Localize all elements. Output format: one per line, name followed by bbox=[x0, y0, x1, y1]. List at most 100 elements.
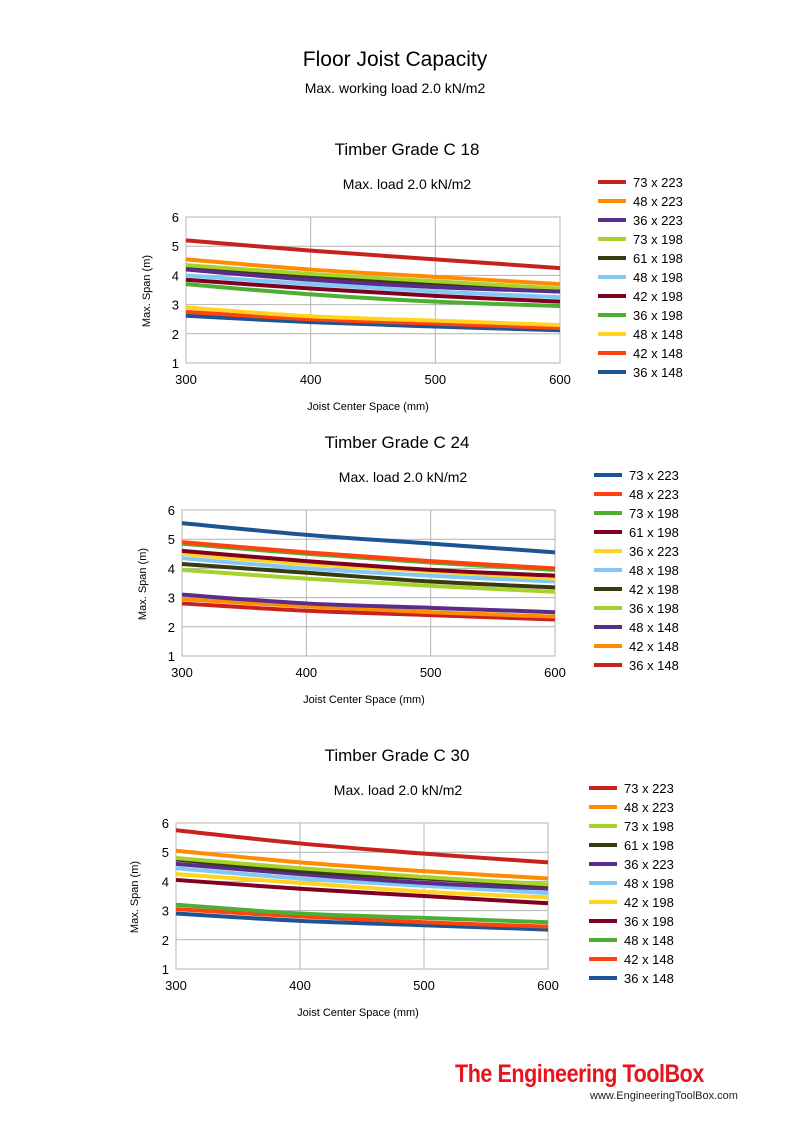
y-tick-label: 4 bbox=[168, 561, 175, 576]
series-line bbox=[185, 313, 561, 333]
chart-c18: Timber Grade C 18 Max. load 2.0 kN/m2 1 2 3 4… bbox=[141, 140, 683, 413]
legend-label: 42 x 198 bbox=[624, 895, 674, 910]
series-line bbox=[185, 305, 561, 328]
y-tick-label: 6 bbox=[162, 816, 169, 831]
y-axis-label: Max. Span (m) bbox=[137, 548, 149, 620]
legend-label: 36 x 148 bbox=[633, 365, 683, 380]
y-tick-label: 5 bbox=[172, 239, 179, 254]
legend-label: 61 x 198 bbox=[624, 838, 674, 853]
y-tick-label: 5 bbox=[168, 532, 175, 547]
chart-subtitle: Max. load 2.0 kN/m2 bbox=[343, 176, 472, 192]
series-line bbox=[181, 556, 556, 584]
series-line bbox=[185, 273, 561, 300]
series-line bbox=[185, 238, 561, 271]
series-line bbox=[175, 856, 549, 887]
x-tick-label: 400 bbox=[295, 665, 317, 680]
y-tick-label: 6 bbox=[168, 503, 175, 518]
legend-label: 73 x 198 bbox=[633, 232, 683, 247]
plot-area bbox=[181, 509, 556, 657]
legend-label: 48 x 223 bbox=[633, 194, 683, 209]
series-line bbox=[175, 828, 549, 865]
y-tick-label: 4 bbox=[172, 268, 179, 283]
chart-title: Timber Grade C 30 bbox=[325, 746, 470, 765]
y-tick-label: 2 bbox=[162, 933, 169, 948]
legend-label: 42 x 148 bbox=[633, 346, 683, 361]
series-line bbox=[185, 309, 561, 330]
series-line bbox=[181, 521, 556, 555]
legend-label: 36 x 148 bbox=[629, 658, 679, 673]
series-line bbox=[185, 263, 561, 291]
legend-label: 36 x 148 bbox=[624, 971, 674, 986]
x-tick-label: 300 bbox=[175, 372, 197, 387]
series-line bbox=[181, 551, 556, 581]
series-line bbox=[175, 872, 549, 900]
legend-label: 48 x 198 bbox=[633, 270, 683, 285]
chart-c24: Timber Grade C 24 Max. load 2.0 kN/m2 1 2 3 4… bbox=[137, 433, 679, 706]
series-line bbox=[175, 902, 549, 925]
series-line bbox=[175, 907, 549, 929]
x-tick-label: 600 bbox=[549, 372, 571, 387]
x-tick-label: 600 bbox=[537, 978, 559, 993]
x-axis-label: Joist Center Space (mm) bbox=[307, 401, 429, 413]
legend-label: 36 x 223 bbox=[629, 544, 679, 559]
series-line bbox=[181, 540, 556, 571]
x-tick-label: 500 bbox=[420, 665, 442, 680]
y-axis-label: Max. Span (m) bbox=[129, 861, 141, 933]
legend-label: 48 x 223 bbox=[624, 800, 674, 815]
y-tick-label: 6 bbox=[172, 210, 179, 225]
series-line bbox=[181, 548, 556, 578]
legend-label: 61 x 198 bbox=[633, 251, 683, 266]
legend-label: 36 x 198 bbox=[633, 308, 683, 323]
series-line bbox=[175, 861, 549, 891]
legend-label: 48 x 198 bbox=[629, 563, 679, 578]
y-tick-label: 2 bbox=[168, 620, 175, 635]
chart-c30: Timber Grade C 30 Max. load 2.0 kN/m2 1 2 3 4… bbox=[129, 746, 674, 1019]
footer-url[interactable]: www.EngineeringToolBox.com bbox=[590, 1090, 738, 1102]
page-title: Floor Joist Capacity bbox=[302, 48, 488, 71]
y-tick-label: 1 bbox=[162, 962, 169, 977]
legend-label: 36 x 223 bbox=[633, 213, 683, 228]
x-tick-label: 300 bbox=[171, 665, 193, 680]
x-tick-label: 400 bbox=[289, 978, 311, 993]
series-line bbox=[175, 911, 549, 932]
chart-title: Timber Grade C 18 bbox=[335, 140, 480, 159]
legend-label: 48 x 148 bbox=[624, 933, 674, 948]
series-line bbox=[175, 866, 549, 896]
series-line bbox=[181, 601, 556, 622]
series-line bbox=[175, 848, 549, 881]
y-tick-label: 5 bbox=[162, 845, 169, 860]
x-tick-label: 400 bbox=[300, 372, 322, 387]
legend-label: 42 x 198 bbox=[629, 582, 679, 597]
y-tick-label: 1 bbox=[168, 649, 175, 664]
y-tick-label: 2 bbox=[172, 327, 179, 342]
series-line bbox=[185, 257, 561, 287]
series-line bbox=[181, 592, 556, 615]
chart-title: Timber Grade C 24 bbox=[325, 433, 470, 452]
x-tick-label: 500 bbox=[413, 978, 435, 993]
legend-label: 73 x 198 bbox=[629, 506, 679, 521]
legend-label: 73 x 223 bbox=[633, 175, 683, 190]
y-tick-label: 3 bbox=[168, 591, 175, 606]
legend-label: 73 x 198 bbox=[624, 819, 674, 834]
series-line bbox=[181, 567, 556, 594]
series-line bbox=[181, 562, 556, 590]
y-tick-label: 1 bbox=[172, 356, 179, 371]
x-tick-label: 600 bbox=[544, 665, 566, 680]
series-line bbox=[185, 277, 561, 304]
series-line bbox=[175, 877, 549, 906]
series-line bbox=[185, 282, 561, 309]
x-axis-label: Joist Center Space (mm) bbox=[303, 694, 425, 706]
legend-label: 73 x 223 bbox=[629, 468, 679, 483]
x-tick-label: 300 bbox=[165, 978, 187, 993]
legend-label: 36 x 223 bbox=[624, 857, 674, 872]
y-tick-label: 3 bbox=[172, 298, 179, 313]
chart-subtitle: Max. load 2.0 kN/m2 bbox=[339, 469, 468, 485]
legend-label: 48 x 223 bbox=[629, 487, 679, 502]
legend-label: 48 x 148 bbox=[633, 327, 683, 342]
legend-label: 36 x 198 bbox=[624, 914, 674, 929]
x-tick-label: 500 bbox=[424, 372, 446, 387]
y-axis-label: Max. Span (m) bbox=[141, 255, 153, 327]
page-subtitle: Max. working load 2.0 kN/m2 bbox=[304, 80, 486, 96]
legend-label: 42 x 148 bbox=[624, 952, 674, 967]
series-line bbox=[181, 597, 556, 619]
